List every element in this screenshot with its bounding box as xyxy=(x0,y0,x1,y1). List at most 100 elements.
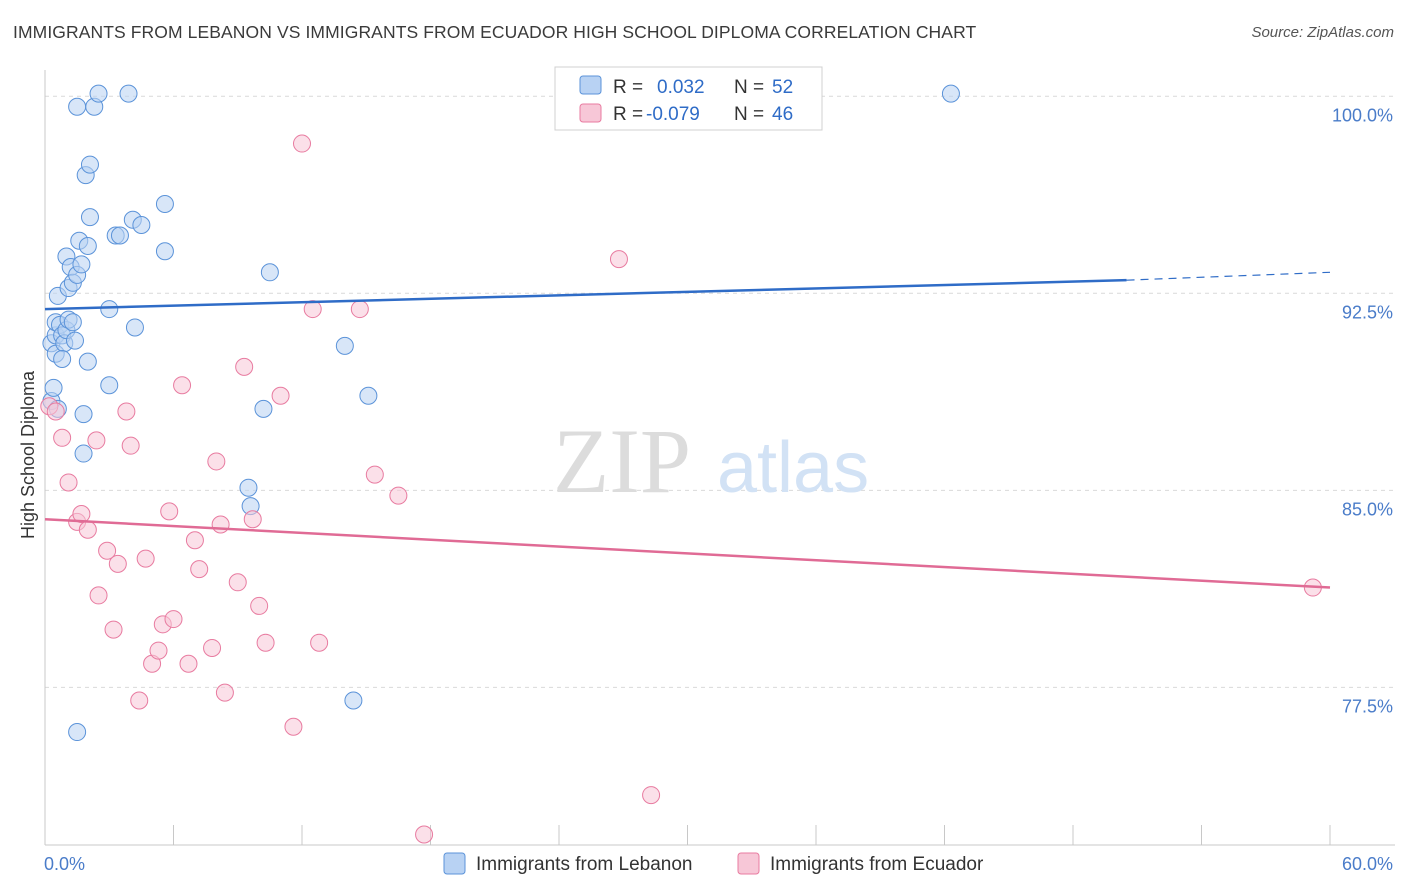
point-ecuador xyxy=(98,541,117,560)
grid-lines xyxy=(45,95,1395,688)
point-lebanon xyxy=(125,318,144,337)
point-ecuador xyxy=(104,620,123,639)
legend-r-label-lebanon: R = xyxy=(613,77,643,98)
point-ecuador xyxy=(87,431,106,450)
point-ecuador xyxy=(271,386,290,405)
point-lebanon xyxy=(119,84,138,103)
correlation-legend: R = 0.032 N = 52 R = -0.079 N = 46 xyxy=(554,66,823,131)
legend-n-label-lebanon: N = xyxy=(734,77,764,98)
point-ecuador xyxy=(211,515,230,534)
point-ecuador xyxy=(130,691,149,710)
point-ecuador xyxy=(173,376,192,395)
trend-line-ecuador xyxy=(44,517,1331,589)
point-ecuador xyxy=(215,683,234,702)
point-ecuador xyxy=(190,560,209,579)
point-lebanon xyxy=(100,300,119,319)
legend-n-label-ecuador: N = xyxy=(734,104,764,125)
series-legend: Immigrants from Lebanon Immigrants from … xyxy=(443,852,984,875)
point-ecuador xyxy=(310,633,329,652)
trend-line-lebanon xyxy=(44,278,1127,311)
point-lebanon xyxy=(44,378,63,397)
point-lebanon xyxy=(89,84,108,103)
watermark: ZIP atlas xyxy=(553,410,869,512)
point-lebanon xyxy=(63,313,82,332)
legend-swatch-lebanon-bottom xyxy=(443,852,466,875)
point-ecuador xyxy=(207,452,226,471)
point-ecuador xyxy=(53,428,72,447)
legend-r-value-lebanon: 0.032 xyxy=(657,77,705,98)
point-ecuador xyxy=(389,486,408,505)
legend-label-ecuador: Immigrants from Ecuador xyxy=(770,854,984,875)
point-lebanon xyxy=(68,97,87,116)
point-lebanon xyxy=(335,336,354,355)
y-tick-label: 92.5% xyxy=(1342,302,1393,322)
point-lebanon xyxy=(78,237,97,256)
point-ecuador xyxy=(243,510,262,529)
y-tick-label: 77.5% xyxy=(1342,696,1393,716)
point-lebanon xyxy=(132,216,151,234)
point-ecuador xyxy=(136,549,155,568)
watermark-zip: ZIP xyxy=(553,410,691,512)
point-ecuador xyxy=(235,357,254,376)
point-ecuador xyxy=(179,654,198,673)
point-lebanon xyxy=(359,386,378,405)
y-axis-label: High School Diploma xyxy=(18,370,38,539)
legend-swatch-ecuador-bottom xyxy=(737,852,760,875)
point-ecuador xyxy=(415,825,434,844)
point-lebanon xyxy=(68,723,87,742)
point-ecuador xyxy=(250,596,269,615)
point-ecuador xyxy=(149,641,168,660)
x-tick-label-max: 60.0% xyxy=(1342,854,1393,874)
point-lebanon xyxy=(941,84,960,103)
point-lebanon xyxy=(72,255,91,274)
point-ecuador xyxy=(350,300,369,319)
x-tick-label-min: 0.0% xyxy=(44,854,85,874)
legend-r-value-ecuador: -0.079 xyxy=(646,104,700,125)
legend-n-value-lebanon: 52 xyxy=(772,77,793,98)
point-lebanon xyxy=(110,226,129,245)
point-ecuador xyxy=(256,633,275,652)
point-lebanon xyxy=(155,194,174,213)
point-ecuador xyxy=(609,250,628,269)
trend-line-lebanon-extension xyxy=(1126,271,1331,281)
point-ecuador xyxy=(78,520,97,539)
point-lebanon xyxy=(74,444,93,463)
point-lebanon xyxy=(254,399,273,418)
legend-label-lebanon: Immigrants from Lebanon xyxy=(476,854,693,875)
point-lebanon xyxy=(78,352,97,371)
tick-labels: 77.5% 85.0% 92.5% 100.0% 0.0% 60.0% xyxy=(44,105,1393,874)
y-tick-label: 100.0% xyxy=(1332,105,1393,125)
point-ecuador xyxy=(284,717,303,736)
point-ecuador xyxy=(303,300,322,319)
point-ecuador xyxy=(72,504,91,523)
point-lebanon xyxy=(100,376,119,395)
point-lebanon xyxy=(344,691,363,710)
legend-swatch-lebanon xyxy=(579,75,602,95)
point-ecuador xyxy=(642,786,661,805)
point-lebanon xyxy=(74,405,93,424)
point-ecuador xyxy=(203,638,222,657)
point-lebanon xyxy=(239,478,258,497)
watermark-atlas: atlas xyxy=(717,428,869,508)
legend-n-value-ecuador: 46 xyxy=(772,104,793,125)
point-ecuador xyxy=(59,473,78,492)
source-note: Source: ZipAtlas.com xyxy=(1251,24,1394,41)
point-lebanon xyxy=(80,155,99,174)
trend-lines xyxy=(44,271,1331,589)
data-points xyxy=(40,84,1322,844)
legend-r-label-ecuador: R = xyxy=(613,104,643,125)
point-ecuador xyxy=(228,573,247,592)
point-lebanon xyxy=(53,349,72,368)
point-lebanon xyxy=(260,263,279,282)
point-lebanon xyxy=(65,331,84,350)
point-ecuador xyxy=(108,554,127,573)
y-tick-label: 85.0% xyxy=(1342,499,1393,519)
point-ecuador xyxy=(293,134,311,153)
point-ecuador xyxy=(89,586,108,605)
point-ecuador xyxy=(117,402,136,421)
point-ecuador xyxy=(365,465,384,484)
chart-title: IMMIGRANTS FROM LEBANON VS IMMIGRANTS FR… xyxy=(13,22,977,42)
point-lebanon xyxy=(155,242,174,261)
point-lebanon xyxy=(80,208,99,227)
